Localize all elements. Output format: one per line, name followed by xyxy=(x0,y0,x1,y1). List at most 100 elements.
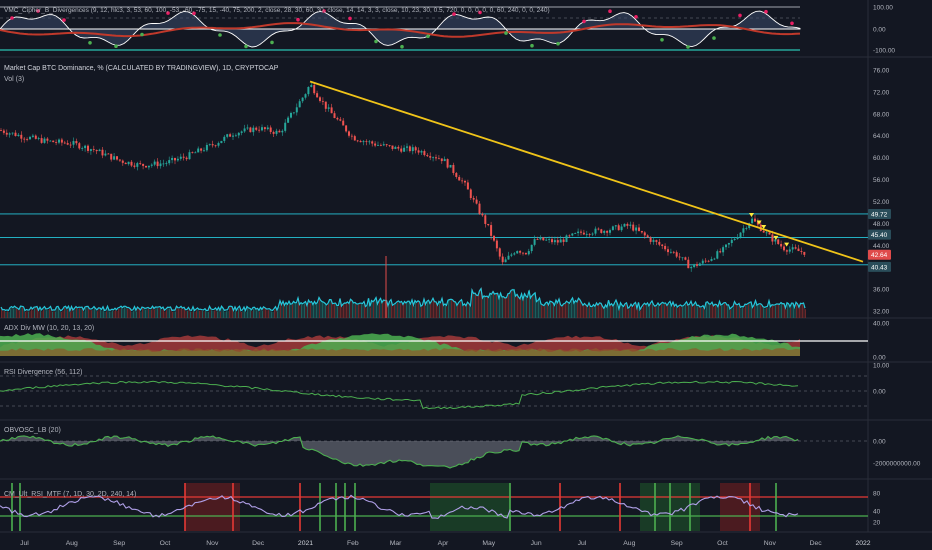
candle-body xyxy=(611,226,614,231)
volume-bar xyxy=(532,295,533,318)
volume-bar xyxy=(644,303,646,318)
candle-body xyxy=(620,226,623,231)
rsi-div-indicator-label[interactable]: RSI Divergence (56, 112) xyxy=(4,369,82,376)
volume-bar xyxy=(169,308,170,318)
cipher-dot xyxy=(660,38,664,42)
cipher-dot xyxy=(582,19,586,24)
volume-bar xyxy=(497,292,499,318)
volume-bar xyxy=(577,302,578,318)
cipher-dot xyxy=(452,12,456,16)
cipher-pane xyxy=(0,6,801,51)
volume-bar xyxy=(613,306,614,318)
candle-body xyxy=(780,243,783,247)
volume-bar xyxy=(652,301,653,318)
volume-bar xyxy=(425,305,427,318)
candle-body xyxy=(60,139,63,143)
candle-body xyxy=(513,253,516,255)
volume-bar xyxy=(487,295,488,318)
rsi-divergence-line xyxy=(0,380,799,410)
candle-body xyxy=(649,237,652,242)
volume-bar xyxy=(145,309,146,318)
volume-bar xyxy=(130,309,131,318)
volume-bar xyxy=(545,303,547,318)
candle-body xyxy=(191,152,194,153)
volume-bar xyxy=(637,309,638,318)
candle-body xyxy=(104,153,107,156)
volume-bar xyxy=(710,304,712,318)
candle-body xyxy=(336,118,339,120)
volume-bar xyxy=(182,309,184,318)
candle-body xyxy=(301,97,304,102)
price-axis-labels: 100.00 0.00 -100.00 76.00 72.00 68.00 64.00 60.… xyxy=(873,5,921,527)
volume-bar xyxy=(803,303,805,318)
candle-body xyxy=(394,146,397,149)
cipher-dot xyxy=(348,16,352,21)
volume-bar xyxy=(367,306,368,318)
candle-body xyxy=(661,244,664,246)
volume-bar xyxy=(583,306,584,318)
volume-bar xyxy=(676,304,677,318)
candle-body xyxy=(17,134,20,137)
volume-bar xyxy=(481,287,482,318)
candle-body xyxy=(287,117,290,123)
candle-body xyxy=(124,162,127,165)
candle-body xyxy=(585,233,588,235)
adx-indicator-label[interactable]: ADX Div MW (10, 20, 13, 20) xyxy=(4,325,94,332)
volume-bar xyxy=(191,311,193,318)
volume-bar xyxy=(320,300,322,318)
volume-bar xyxy=(413,305,415,318)
volume-bar xyxy=(596,303,598,318)
cipher-indicator-label[interactable]: VMC_Cipher_B_Divergences (9, 12, hlc3, 3… xyxy=(4,7,550,14)
candle-body xyxy=(66,143,69,145)
candle-body xyxy=(437,158,440,160)
volume-bar xyxy=(359,303,361,318)
volume-bar xyxy=(433,298,434,318)
volume-bar xyxy=(355,302,356,318)
candle-body xyxy=(742,228,745,233)
volume-label[interactable]: Vol (3) xyxy=(4,76,24,83)
volume-bar xyxy=(706,302,707,318)
volume-bar xyxy=(616,300,617,318)
candle-body xyxy=(353,136,356,141)
volume-bar xyxy=(538,300,539,318)
candle-body xyxy=(548,239,551,240)
candle-body xyxy=(765,232,768,234)
candle-body xyxy=(716,251,719,259)
volume-bar xyxy=(482,297,484,318)
candle-body xyxy=(339,119,342,121)
volume-bar xyxy=(317,302,319,318)
volume-bar xyxy=(208,311,209,318)
volume-bar xyxy=(724,303,725,318)
volume-bar xyxy=(352,300,353,318)
obv-indicator-label[interactable]: OBVOSC_LB (20) xyxy=(4,427,61,434)
volume-bar xyxy=(464,304,466,318)
cm-rsi-indicator-label[interactable]: CM_Ult_RSI_MTF (7, 1D, 30, 2D, 240, 14) xyxy=(4,491,136,498)
volume-bar xyxy=(503,296,505,318)
candle-body xyxy=(403,147,406,152)
candle-body xyxy=(176,158,179,161)
volume-bar xyxy=(476,294,478,318)
volume-bar xyxy=(209,307,211,318)
volume-bar xyxy=(119,308,121,318)
time-axis-label: Oct xyxy=(717,540,728,547)
candle-body xyxy=(14,132,17,137)
volume-bar xyxy=(319,297,320,318)
volume-bar xyxy=(241,311,242,318)
volume-bar xyxy=(91,310,92,318)
candle-body xyxy=(725,244,727,248)
volume-bar xyxy=(2,311,4,318)
cipher-tick-label: 0.00 xyxy=(873,27,886,34)
volume-bar xyxy=(16,308,17,318)
volume-bar xyxy=(97,311,98,318)
volume-bar xyxy=(488,297,490,318)
candle-body xyxy=(92,149,95,150)
volume-bar xyxy=(424,299,425,318)
volume-bar xyxy=(47,309,49,318)
volume-bar xyxy=(442,298,443,318)
volume-bar xyxy=(671,306,673,318)
volume-bar xyxy=(631,304,632,318)
candle-body xyxy=(275,130,278,134)
cipher-dot xyxy=(218,33,222,37)
volume-bar xyxy=(259,311,260,318)
volume-bar xyxy=(76,307,77,318)
